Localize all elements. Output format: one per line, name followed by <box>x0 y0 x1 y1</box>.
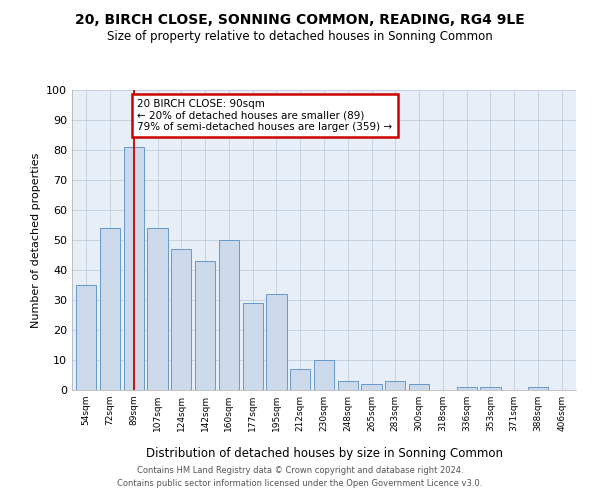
Bar <box>266 294 287 390</box>
Bar <box>219 240 239 390</box>
Text: Size of property relative to detached houses in Sonning Common: Size of property relative to detached ho… <box>107 30 493 43</box>
Bar <box>148 228 167 390</box>
Text: 20, BIRCH CLOSE, SONNING COMMON, READING, RG4 9LE: 20, BIRCH CLOSE, SONNING COMMON, READING… <box>75 12 525 26</box>
Bar <box>528 387 548 390</box>
Bar <box>361 384 382 390</box>
Bar <box>124 147 144 390</box>
Bar <box>290 369 310 390</box>
Bar <box>242 303 263 390</box>
Bar <box>457 387 477 390</box>
Bar <box>171 249 191 390</box>
Bar <box>100 228 120 390</box>
Text: 20 BIRCH CLOSE: 90sqm
← 20% of detached houses are smaller (89)
79% of semi-deta: 20 BIRCH CLOSE: 90sqm ← 20% of detached … <box>137 99 392 132</box>
Bar <box>195 261 215 390</box>
Text: Contains HM Land Registry data © Crown copyright and database right 2024.
Contai: Contains HM Land Registry data © Crown c… <box>118 466 482 487</box>
Text: Distribution of detached houses by size in Sonning Common: Distribution of detached houses by size … <box>146 448 503 460</box>
Y-axis label: Number of detached properties: Number of detached properties <box>31 152 41 328</box>
Bar <box>338 381 358 390</box>
Bar <box>481 387 500 390</box>
Bar <box>76 285 97 390</box>
Bar <box>409 384 429 390</box>
Bar <box>314 360 334 390</box>
Bar <box>385 381 406 390</box>
